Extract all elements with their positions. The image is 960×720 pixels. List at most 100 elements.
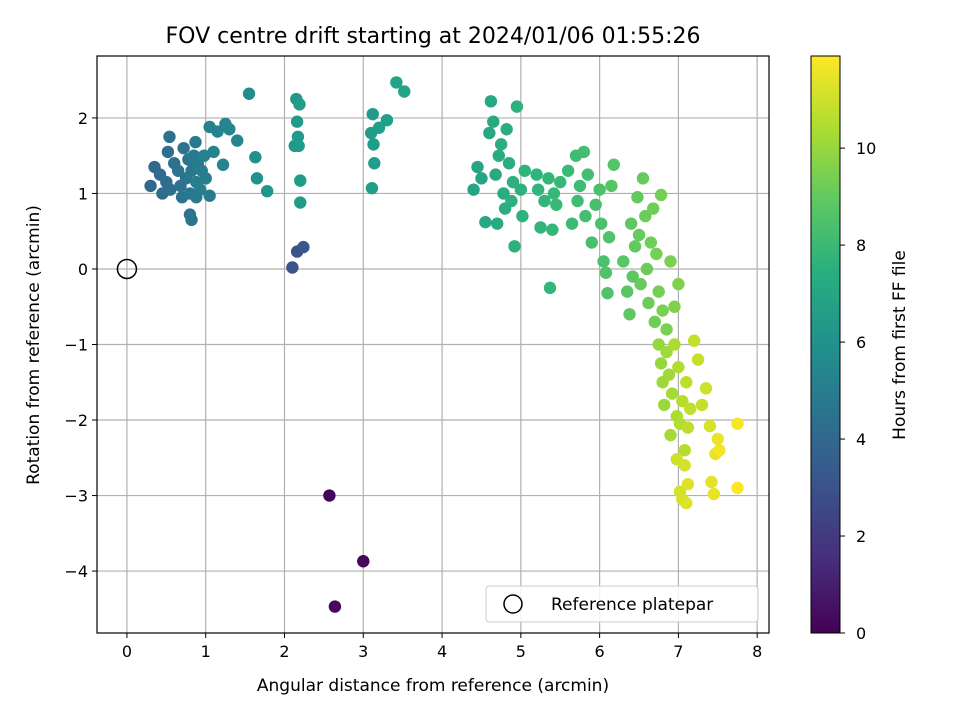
y-tick-label: 1 xyxy=(78,184,88,203)
colorbar-tick-label: 10 xyxy=(856,139,876,158)
x-axis-ticks: 0 1 2 3 4 5 6 7 8 xyxy=(122,633,762,661)
scatter-point xyxy=(514,183,528,196)
scatter-point xyxy=(328,600,342,613)
scatter-point xyxy=(571,194,584,208)
scatter-point xyxy=(207,145,220,159)
scatter-point xyxy=(676,394,689,408)
scatter-point xyxy=(543,281,557,295)
x-tick-label: 3 xyxy=(358,642,368,661)
scatter-point xyxy=(185,213,198,227)
scatter-point xyxy=(242,87,256,100)
scatter-point xyxy=(628,240,642,253)
legend-label: Reference platepar xyxy=(551,595,713,615)
scatter-point xyxy=(506,175,520,189)
scatter-point xyxy=(211,125,224,138)
scatter-point xyxy=(502,157,516,170)
scatter-point xyxy=(294,174,307,187)
scatter-point xyxy=(652,285,665,298)
scatter-point xyxy=(372,121,386,134)
scatter-point xyxy=(531,183,545,196)
scatter-point xyxy=(626,270,639,283)
scatter-point xyxy=(292,139,305,153)
x-tick-label: 8 xyxy=(752,642,762,661)
scatter-point xyxy=(491,217,504,230)
scatter-point xyxy=(380,113,394,127)
scatter-point xyxy=(518,164,531,177)
colorbar-label: Hours from first FF file xyxy=(890,250,910,440)
scatter-point xyxy=(705,475,718,489)
colorbar-tick-label: 8 xyxy=(856,236,866,255)
scatter-point xyxy=(593,183,606,196)
data-points xyxy=(144,76,744,613)
x-tick-label: 7 xyxy=(673,642,683,661)
scatter-point xyxy=(163,130,176,144)
scatter-point xyxy=(216,158,230,171)
scatter-point xyxy=(672,360,685,374)
scatter-point xyxy=(713,444,726,457)
scatter-point xyxy=(144,179,157,193)
scatter-point xyxy=(223,123,236,136)
scatter-point xyxy=(665,387,679,400)
scatter-point xyxy=(171,164,185,177)
scatter-point xyxy=(644,236,658,249)
scatter-point xyxy=(357,555,370,568)
scatter-point xyxy=(631,191,644,204)
y-axis-ticks: −4 −3 −2 −1 0 1 2 xyxy=(64,109,97,581)
scatter-point xyxy=(680,376,693,389)
scatter-point xyxy=(199,172,212,185)
scatter-point xyxy=(678,444,691,457)
scatter-point xyxy=(492,149,505,162)
scatter-point xyxy=(368,157,381,170)
scatter-point xyxy=(585,236,598,249)
scatter-point xyxy=(367,138,380,151)
scatter-point xyxy=(164,183,177,196)
scatter-point xyxy=(664,428,677,442)
scatter-point xyxy=(617,255,630,268)
scatter-point xyxy=(623,308,636,321)
colorbar xyxy=(810,55,841,634)
scatter-point xyxy=(487,115,500,128)
scatter-point xyxy=(640,262,654,276)
scatter-point xyxy=(607,158,621,171)
scatter-point xyxy=(294,196,307,209)
scatter-point xyxy=(484,95,498,108)
scatter-point xyxy=(634,277,647,291)
scatter-point xyxy=(323,489,336,502)
y-tick-label: −2 xyxy=(64,411,88,430)
scatter-point xyxy=(699,382,713,395)
scatter-point xyxy=(660,345,673,359)
scatter-point xyxy=(652,338,665,351)
legend: Reference platepar xyxy=(485,585,759,623)
colorbar-tick-label: 6 xyxy=(856,333,866,352)
scatter-point xyxy=(620,285,634,298)
scatter-point xyxy=(687,334,701,347)
scatter-point xyxy=(231,134,244,147)
scatter-point xyxy=(190,191,203,204)
scatter-point xyxy=(589,198,602,211)
scatter-point xyxy=(624,217,638,230)
scatter-point xyxy=(681,478,695,491)
scatter-point xyxy=(594,217,608,230)
scatter-point xyxy=(668,338,681,351)
legend-box xyxy=(485,585,759,623)
scatter-point xyxy=(516,209,529,223)
scatter-point xyxy=(483,126,496,140)
scatter-point xyxy=(646,202,660,215)
scatter-point xyxy=(290,115,304,128)
scatter-point xyxy=(554,175,567,189)
chart-title: FOV centre drift starting at 2024/01/06 … xyxy=(166,24,701,49)
scatter-point xyxy=(494,138,508,151)
x-tick-label: 1 xyxy=(201,642,211,661)
scatter-point xyxy=(632,228,646,242)
scatter-point xyxy=(565,217,579,230)
y-tick-label: 2 xyxy=(78,109,88,128)
scatter-point xyxy=(672,277,685,291)
scatter-point xyxy=(662,368,676,381)
scatter-point xyxy=(547,187,561,200)
scatter-point xyxy=(660,323,673,336)
scatter-point xyxy=(293,98,306,111)
scatter-point xyxy=(597,255,610,268)
scatter-point xyxy=(500,123,513,136)
scatter-point xyxy=(398,85,411,98)
